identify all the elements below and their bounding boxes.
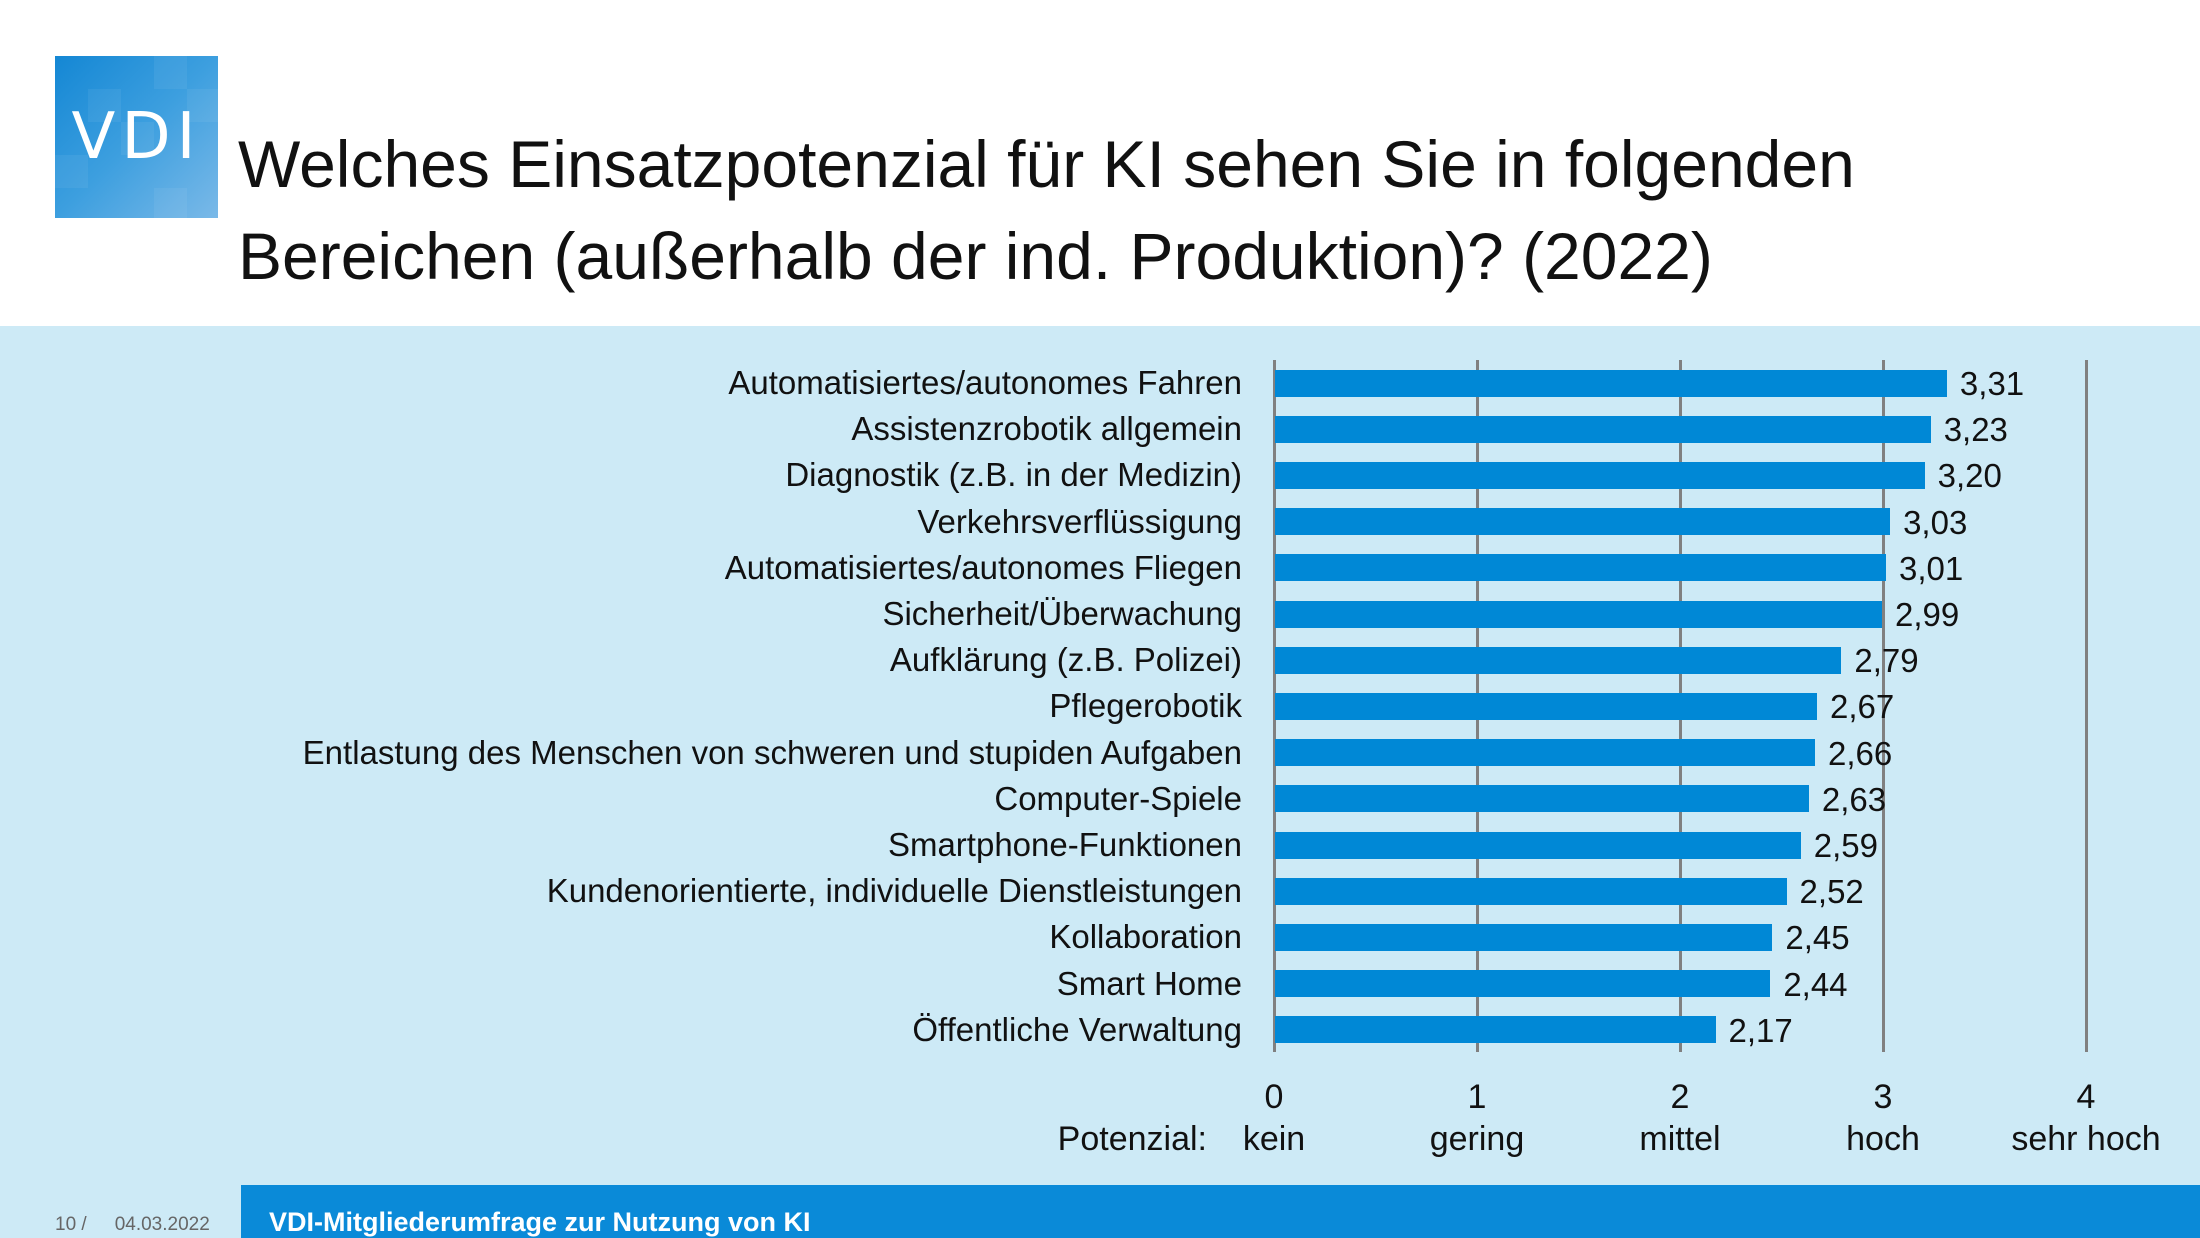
page-number: 10 /	[55, 1214, 87, 1235]
value-label: 2,45	[1785, 919, 1850, 957]
category-label: Assistenzrobotik allgemein	[851, 410, 1242, 448]
value-label: 2,63	[1821, 780, 1887, 818]
x-tick-label: 1	[1467, 1078, 1487, 1116]
value-label: 2,79	[1854, 642, 1919, 680]
page-info: 10 / 04.03.2022	[55, 1214, 238, 1236]
bar	[1275, 785, 1809, 813]
value-label: 3,01	[1899, 549, 1964, 587]
category-label: Öffentliche Verwaltung	[912, 1010, 1242, 1048]
category-label: Diagnostik (z.B. in der Medizin)	[785, 456, 1242, 494]
x-axis-label: Potenzial:	[1057, 1120, 1207, 1158]
x-tick-category: sehr hoch	[2011, 1120, 2161, 1158]
category-label: Kollaboration	[1049, 918, 1242, 956]
category-label: Smart Home	[1056, 964, 1242, 1002]
title-line-1: Welches Einsatzpotenzial für KI sehen Si…	[238, 127, 1855, 201]
logo-text: VDI	[71, 100, 202, 174]
value-label: 3,31	[1959, 365, 2025, 402]
x-tick-label: 2	[1670, 1078, 1690, 1116]
footer-title: VDI-Mitgliederumfrage zur Nutzung von KI	[269, 1207, 811, 1237]
value-label: 2,44	[1783, 965, 1848, 1003]
slide-date: 04.03.2022	[114, 1214, 210, 1235]
value-label: 2,17	[1728, 1011, 1793, 1049]
bar	[1275, 461, 1925, 489]
value-label: 3,20	[1937, 457, 2002, 495]
category-label: Computer-Spiele	[994, 779, 1242, 817]
category-label: Kundenorientierte, individuelle Dienstle…	[546, 872, 1242, 910]
value-label: 2,66	[1827, 734, 1893, 772]
bar	[1275, 646, 1842, 674]
value-label: 3,03	[1903, 503, 1968, 541]
x-tick-category: gering	[1429, 1120, 1525, 1158]
category-label: Verkehrsverflüssigung	[917, 502, 1242, 540]
category-label: Pflegerobotik	[1049, 687, 1242, 725]
bar	[1275, 692, 1817, 720]
bar	[1275, 415, 1931, 443]
category-label: Automatisiertes/autonomes Fliegen	[724, 548, 1242, 586]
category-label: Automatisiertes/autonomes Fahren	[728, 364, 1242, 401]
bar	[1275, 923, 1773, 951]
category-label: Entlastung des Menschen von schweren und…	[302, 733, 1242, 771]
slide-title: Welches Einsatzpotenzial für KI sehen Si…	[238, 118, 2138, 302]
gridline	[1273, 360, 1276, 1052]
x-tick-category: mittel	[1639, 1120, 1721, 1158]
bar	[1275, 600, 1882, 628]
value-label: 2,99	[1894, 596, 1960, 633]
bar	[1275, 554, 1887, 582]
value-label: 3,23	[1943, 411, 2008, 449]
x-tick-category: hoch	[1846, 1120, 1920, 1158]
category-label: Sicherheit/Überwachung	[882, 595, 1242, 632]
x-tick-category: kein	[1242, 1120, 1306, 1158]
bar	[1275, 1016, 1716, 1044]
slide-header: VDI Welches Einsatzpotenzial für KI sehe…	[0, 0, 2200, 326]
bar	[1275, 739, 1815, 767]
bar	[1275, 831, 1801, 859]
bar	[1275, 508, 1891, 536]
value-label: 2,59	[1813, 827, 1878, 864]
gridline	[2085, 360, 2088, 1052]
bar	[1275, 877, 1787, 905]
gridline	[1882, 360, 1885, 1052]
footer-banner: VDI-Mitgliederumfrage zur Nutzung von KI	[241, 1185, 2200, 1238]
x-tick-label: 4	[2076, 1078, 2096, 1116]
value-label: 2,52	[1799, 873, 1864, 911]
bar	[1275, 369, 1947, 397]
category-label: Smartphone-Funktionen	[887, 826, 1242, 863]
category-label: Aufklärung (z.B. Polizei)	[889, 641, 1242, 679]
title-line-2: Bereichen (außerhalb der ind. Produktion…	[238, 219, 1713, 293]
value-label: 2,67	[1830, 688, 1895, 726]
vdi-logo: VDI	[55, 56, 218, 218]
x-tick-label: 3	[1873, 1078, 1893, 1116]
x-tick-label: 0	[1264, 1078, 1284, 1116]
bar	[1275, 970, 1771, 998]
